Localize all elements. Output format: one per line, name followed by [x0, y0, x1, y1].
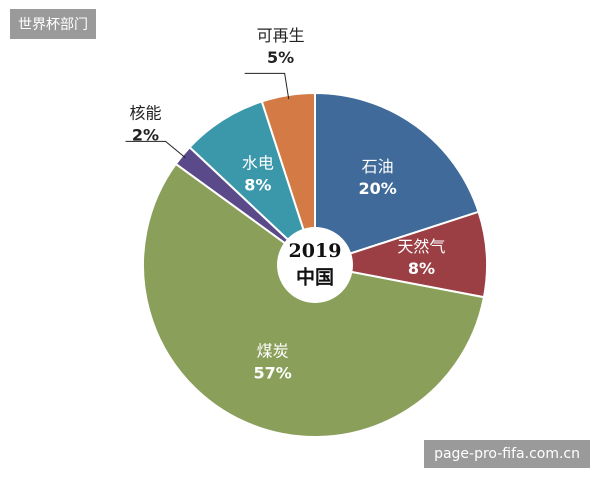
center-text: 2019 [289, 240, 342, 262]
center-subtext: 中国 [296, 266, 334, 289]
watermark: page-pro-fifa.com.cn [424, 440, 590, 468]
slice-value: 20% [359, 179, 397, 198]
slice-value: 8% [244, 175, 271, 194]
pie-slice [314, 91, 480, 267]
slice-value: 8% [408, 259, 435, 278]
leader-line [125, 140, 186, 159]
slice-label: 水电 [242, 153, 274, 172]
badge: 世界杯部门 [10, 9, 96, 39]
center-circle [277, 227, 353, 303]
slice-label: 可再生 [257, 26, 305, 45]
slice-label: 石油 [362, 157, 394, 176]
slice-label: 核能 [129, 103, 161, 122]
leader-line [244, 72, 290, 100]
slice-value: 57% [253, 363, 291, 382]
slice-value: 5% [267, 48, 294, 67]
slice-label: 天然气 [397, 237, 445, 256]
slice-value: 2% [132, 125, 159, 144]
slice-label: 煤炭 [257, 341, 289, 360]
